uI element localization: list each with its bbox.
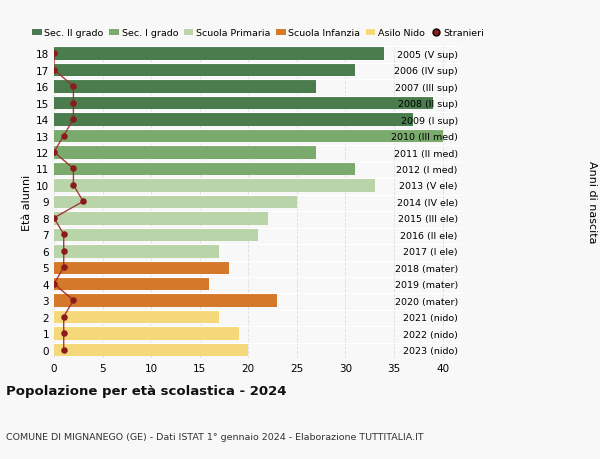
Point (49, 50, 59, 58)
Point (68, 165, 78, 173)
Point (49, 215, 59, 222)
Bar (54, 64, 355, 77)
Bar (54, 179, 374, 192)
Point (59, 313, 68, 321)
Point (59, 330, 68, 337)
Bar (54, 327, 239, 340)
Bar (54, 146, 316, 159)
Bar (54, 212, 268, 225)
Bar (54, 261, 229, 274)
Bar (54, 245, 219, 258)
Bar (54, 162, 355, 176)
Bar (54, 80, 316, 94)
Text: Popolazione per età scolastica - 2024: Popolazione per età scolastica - 2024 (6, 384, 287, 397)
Bar (54, 195, 297, 209)
Bar (54, 129, 443, 143)
Y-axis label: Età alunni: Età alunni (22, 174, 32, 230)
Point (59, 346, 68, 353)
Point (49, 280, 59, 288)
Point (59, 247, 68, 255)
Point (68, 100, 78, 107)
Point (49, 67, 59, 74)
Point (68, 297, 78, 304)
Text: COMUNE DI MIGNANEGO (GE) - Dati ISTAT 1° gennaio 2024 - Elaborazione TUTTITALIA.: COMUNE DI MIGNANEGO (GE) - Dati ISTAT 1°… (6, 431, 424, 441)
Point (68, 83, 78, 90)
Bar (54, 277, 209, 291)
Point (59, 133, 68, 140)
Bar (54, 97, 433, 110)
Bar (54, 47, 384, 61)
Point (68, 116, 78, 123)
Point (49, 149, 59, 157)
Point (59, 231, 68, 239)
Point (68, 182, 78, 189)
Bar (54, 113, 413, 127)
Text: Anni di nascita: Anni di nascita (587, 161, 597, 243)
Bar (54, 294, 277, 307)
Point (79, 198, 88, 206)
Bar (54, 310, 219, 324)
Bar (54, 343, 248, 357)
Legend: Sec. II grado, Sec. I grado, Scuola Primaria, Scuola Infanzia, Asilo Nido, Stran: Sec. II grado, Sec. I grado, Scuola Prim… (32, 29, 484, 38)
Point (59, 264, 68, 271)
Bar (54, 228, 258, 241)
